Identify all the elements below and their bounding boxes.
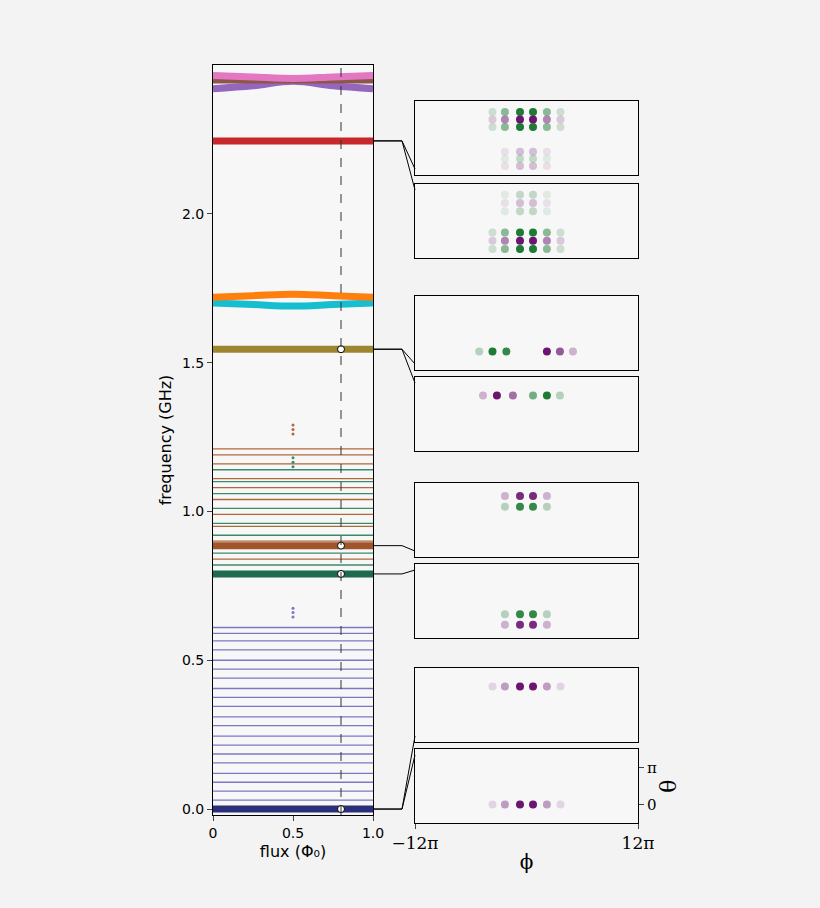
svg-text:frequency (GHz): frequency (GHz) [156, 375, 175, 506]
svg-text:0: 0 [647, 796, 657, 814]
svg-text:flux (Φ₀): flux (Φ₀) [260, 842, 326, 861]
svg-text:0.5: 0.5 [282, 825, 304, 841]
svg-text:1.0: 1.0 [362, 825, 384, 841]
svg-text:1.5: 1.5 [182, 355, 204, 371]
svg-text:−12π: −12π [391, 833, 438, 853]
svg-text:2.0: 2.0 [182, 206, 204, 222]
svg-text:ϕ: ϕ [520, 850, 534, 874]
svg-text:0.5: 0.5 [182, 652, 204, 668]
svg-text:12π: 12π [622, 833, 655, 853]
svg-text:0: 0 [209, 825, 218, 841]
svg-text:π: π [647, 759, 657, 777]
svg-text:θ: θ [656, 779, 681, 792]
svg-text:1.0: 1.0 [182, 503, 204, 519]
svg-text:0.0: 0.0 [182, 801, 204, 817]
